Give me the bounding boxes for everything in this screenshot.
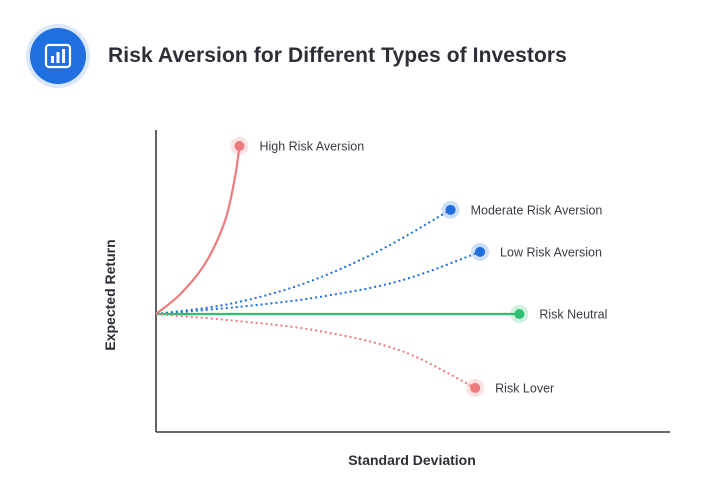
- series-endpoint-high-risk-aversion: [234, 141, 245, 151]
- series-label-risk-neutral: Risk Neutral: [539, 308, 607, 322]
- series-line-risk-lover: [155, 313, 476, 389]
- chart-title: Risk Aversion for Different Types of Inv…: [108, 44, 567, 67]
- series-endpoint-risk-neutral: [514, 309, 525, 319]
- series-label-moderate-risk-aversion: Moderate Risk Aversion: [471, 203, 603, 217]
- series-endpoint-low-risk-aversion: [475, 246, 486, 257]
- series-label-risk-lover: Risk Lover: [495, 381, 554, 395]
- chart-header: Risk Aversion for Different Types of Inv…: [30, 28, 567, 84]
- bar-chart-icon: [30, 28, 86, 84]
- series-line-moderate-risk-aversion: [155, 208, 452, 315]
- series-label-low-risk-aversion: Low Risk Aversion: [500, 245, 602, 259]
- series-endpoint-risk-lover: [470, 382, 481, 393]
- x-axis-label: Standard Deviation: [348, 452, 476, 468]
- series-line-low-risk-aversion: [155, 250, 481, 315]
- series-line-high-risk-aversion: [155, 145, 241, 315]
- series-layer: High Risk Aversion Moderate Risk Aversion…: [155, 137, 607, 397]
- series-label-high-risk-aversion: High Risk Aversion: [259, 140, 364, 154]
- series-endpoint-moderate-risk-aversion: [445, 204, 456, 215]
- y-axis-label: Expected Return: [102, 239, 118, 350]
